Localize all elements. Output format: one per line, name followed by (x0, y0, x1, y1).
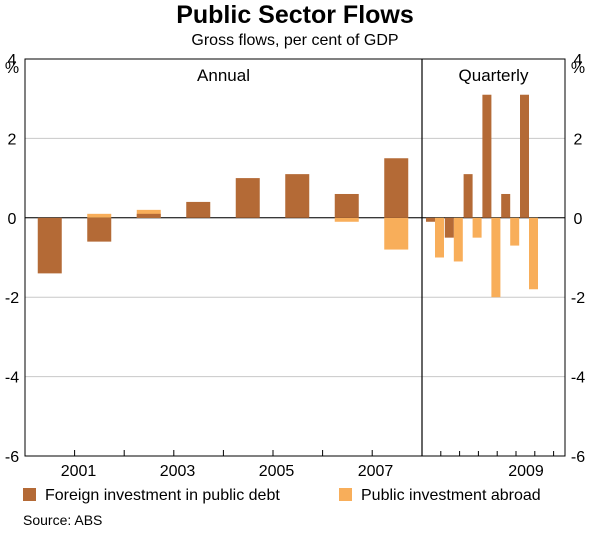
bar-debt-quarterly-Q2 (444, 217, 454, 238)
chart-subtitle: Gross flows, per cent of GDP (191, 32, 399, 49)
y-tick-left: -6 (5, 449, 19, 466)
bar-debt-annual-2004 (235, 178, 260, 218)
y-tick-right: -2 (571, 290, 585, 307)
y-tick-right: -4 (571, 370, 585, 387)
y-unit-right: % (571, 60, 585, 77)
x-tick-2001: 2001 (61, 463, 97, 480)
bar-debt-quarterly-Q4 (482, 94, 492, 218)
bar-abroad-quarterly-Q3 (472, 217, 482, 238)
legend-item-abroad: Public investment abroad (339, 487, 541, 505)
bar-debt-annual-2000 (37, 217, 62, 274)
bar-abroad-annual-2006 (334, 217, 359, 222)
y-tick-right: 2 (574, 131, 583, 148)
bar-abroad-quarterly-Q4 (491, 217, 501, 298)
bar-abroad-quarterly-Q6 (529, 217, 538, 290)
bar-debt-annual-2007 (384, 158, 409, 218)
legend-item-debt: Foreign investment in public debt (23, 487, 280, 505)
legend-label-abroad: Public investment abroad (361, 487, 541, 504)
x-tick-2005: 2005 (259, 463, 295, 480)
bar-debt-quarterly-Q5 (501, 193, 511, 218)
y-tick-right: -6 (571, 449, 585, 466)
bar-debt-annual-2001 (87, 217, 112, 242)
plot-frame (24, 58, 566, 457)
panel-label-annual: Annual (197, 66, 250, 85)
chart-title: Public Sector Flows (176, 1, 414, 29)
y-unit-left: % (5, 60, 19, 77)
bar-abroad-quarterly-Q5 (510, 217, 520, 246)
y-tick-left: 4 (8, 52, 17, 69)
bar-debt-quarterly-Q6 (520, 94, 529, 218)
x-tick-2009: 2009 (508, 463, 544, 480)
bar-abroad-quarterly-Q2 (453, 217, 463, 262)
bar-debt-quarterly-Q1 (426, 217, 435, 222)
x-tick-2007: 2007 (358, 463, 394, 480)
source-note: Source: ABS (23, 512, 103, 528)
bar-abroad-annual-2001 (87, 213, 112, 218)
y-tick-right: 4 (574, 52, 583, 69)
bar-debt-annual-2005 (285, 174, 310, 218)
bar-abroad-quarterly-Q1 (435, 217, 444, 258)
legend-swatch-abroad (339, 488, 352, 501)
bar-debt-annual-2006 (334, 193, 359, 218)
bar-debt-quarterly-Q3 (463, 174, 473, 218)
y-tick-left: 2 (8, 131, 17, 148)
legend-label-debt: Foreign investment in public debt (45, 487, 280, 504)
y-tick-right: 0 (574, 211, 583, 228)
y-tick-left: -4 (5, 370, 19, 387)
bar-debt-annual-2003 (186, 201, 211, 218)
panel-label-quarterly: Quarterly (459, 66, 529, 85)
y-tick-left: -2 (5, 290, 19, 307)
bar-abroad-annual-2007 (384, 217, 409, 250)
legend-swatch-debt (23, 488, 36, 501)
x-tick-2003: 2003 (160, 463, 196, 480)
y-tick-left: 0 (8, 211, 17, 228)
bar-debt-annual-2002 (136, 213, 161, 218)
